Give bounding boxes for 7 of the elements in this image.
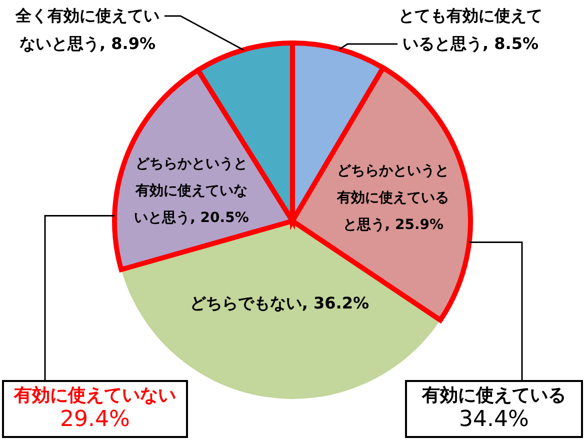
text: 有効に使えていない 29.4% [14,385,176,432]
slice-label: どちらかというと有効に使えていると思う, 25.9% [336,163,450,234]
slice-label: 全く有効に使えていないと思う, 8.9% [14,6,160,53]
slice-label: どちらかというと有効に使えていないと思う, 20.5% [134,156,249,226]
slice-label: どちらでもない, 36.2% [190,294,369,313]
text: 有効に使えている 34.4% [422,385,566,432]
slice-label: とても有効に使えていると思う, 8.5% [398,6,542,53]
